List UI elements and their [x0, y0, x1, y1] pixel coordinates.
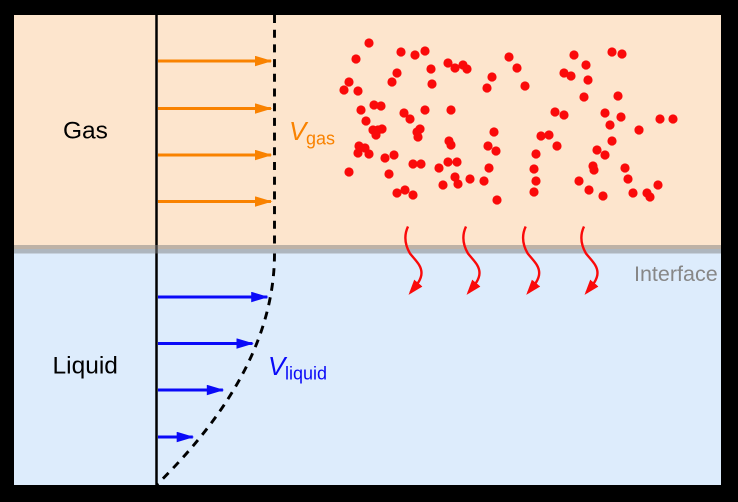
svg-text:liquid: liquid — [285, 364, 327, 384]
svg-text:Interface: Interface — [634, 262, 718, 286]
svg-text:gas: gas — [306, 129, 335, 149]
svg-text:V: V — [289, 116, 309, 146]
svg-text:V: V — [268, 351, 288, 381]
svg-text:Gas: Gas — [63, 118, 108, 145]
svg-text:Liquid: Liquid — [53, 353, 118, 380]
